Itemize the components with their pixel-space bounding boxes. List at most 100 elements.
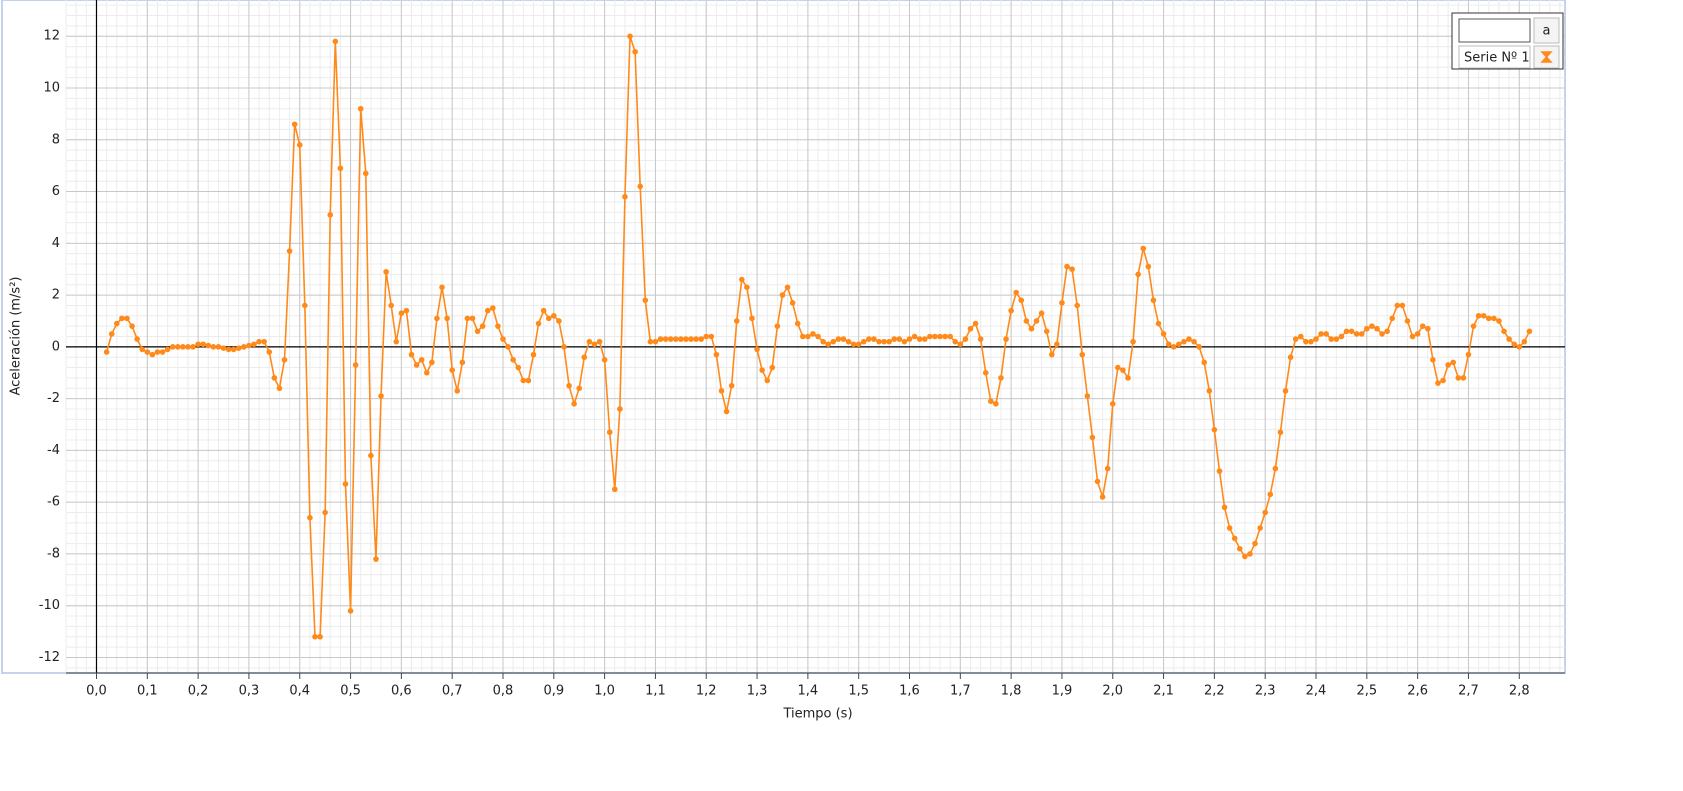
data-point <box>556 318 562 324</box>
data-point <box>1216 468 1223 474</box>
data-point <box>1028 325 1035 332</box>
data-point <box>977 336 984 342</box>
data-point <box>1313 336 1319 342</box>
data-point <box>1018 297 1025 304</box>
data-point <box>591 341 598 348</box>
data-point <box>1109 401 1116 407</box>
data-point <box>1150 297 1157 304</box>
data-point <box>1267 491 1274 498</box>
legend-input[interactable] <box>1458 18 1531 43</box>
data-point <box>1358 331 1365 337</box>
data-point <box>1455 375 1462 381</box>
data-point <box>1318 331 1324 337</box>
data-point <box>911 333 918 340</box>
data-point <box>1140 245 1147 252</box>
data-point <box>159 349 166 355</box>
tick-labels: 0,0 0,1 0,2 0,3 0,4 0,5 0,6 0,7 0,8 0,9 1,0 1,1 1,2 1… <box>39 29 1530 699</box>
x-tick-label: 1,7 <box>950 684 971 699</box>
data-point <box>210 344 217 350</box>
data-point <box>230 346 237 353</box>
legend-button[interactable] <box>1533 17 1560 44</box>
data-point <box>1104 465 1111 472</box>
data-point <box>418 356 425 363</box>
x-tick-label: 0,0 <box>86 684 107 699</box>
data-point <box>1120 367 1126 373</box>
data-point <box>739 276 745 283</box>
data-point <box>683 336 689 342</box>
data-point <box>1074 302 1080 309</box>
data-point <box>988 398 994 405</box>
data-point <box>413 362 420 368</box>
data-point <box>525 377 532 384</box>
y-tick-label: -2 <box>47 391 60 406</box>
data-point <box>464 315 471 322</box>
data-point <box>368 452 374 459</box>
data-point <box>154 349 161 355</box>
data-point <box>241 344 247 350</box>
data-point <box>296 142 303 148</box>
data-point <box>276 385 283 392</box>
data-point <box>393 338 400 345</box>
data-point <box>520 377 527 384</box>
data-point <box>1511 341 1517 348</box>
x-tick-label: 2,5 <box>1356 684 1377 699</box>
data-point <box>352 362 359 368</box>
data-point <box>1059 300 1065 306</box>
data-point <box>1008 307 1014 314</box>
data-point <box>906 336 913 342</box>
x-tick-label: 2,2 <box>1204 684 1225 699</box>
data-point <box>337 165 344 172</box>
x-tick-label: 2,3 <box>1255 684 1276 699</box>
data-point <box>1440 377 1446 384</box>
data-point <box>723 408 730 415</box>
data-point <box>1303 338 1309 345</box>
data-point <box>459 359 466 366</box>
data-point <box>881 338 887 345</box>
data-point <box>891 336 898 342</box>
data-point <box>495 323 501 329</box>
data-point <box>860 338 867 345</box>
data-point <box>454 388 461 394</box>
data-point <box>764 377 771 384</box>
x-tick-label: 1,4 <box>798 684 819 699</box>
legend-button-label[interactable]: a <box>1543 24 1551 39</box>
data-point <box>662 336 669 342</box>
data-point <box>805 333 811 340</box>
data-point <box>500 336 506 342</box>
axes <box>66 0 1565 679</box>
data-point <box>1165 341 1172 348</box>
data-point <box>378 393 384 399</box>
data-point <box>927 333 933 340</box>
data-point <box>799 333 806 340</box>
data-point <box>637 183 643 190</box>
data-point <box>1460 375 1467 381</box>
data-point <box>810 331 816 337</box>
data-point <box>1364 325 1370 332</box>
data-point <box>1186 336 1192 342</box>
data-point <box>1236 545 1243 552</box>
y-tick-label: -8 <box>47 546 60 561</box>
data-point <box>1170 344 1177 350</box>
data-point <box>185 344 191 350</box>
y-axis-label: Aceleración (m/s²) <box>9 277 24 396</box>
data-point <box>901 338 908 345</box>
x-tick-label: 2,6 <box>1407 684 1428 699</box>
data-point <box>611 486 618 493</box>
data-point <box>784 284 791 291</box>
data-point <box>195 341 201 348</box>
data-point <box>1135 271 1141 278</box>
x-tick-label: 0,8 <box>493 684 514 699</box>
x-tick-label: 0,3 <box>239 684 260 699</box>
x-tick-label: 0,9 <box>543 684 564 699</box>
data-point <box>1054 341 1060 348</box>
data-point <box>774 323 781 329</box>
data-point <box>317 633 323 640</box>
data-point <box>866 336 872 342</box>
data-point <box>1491 315 1497 322</box>
data-point <box>200 341 206 348</box>
data-point <box>1287 354 1294 361</box>
data-point <box>728 382 735 389</box>
data-point <box>1374 325 1380 332</box>
data-point <box>114 320 120 327</box>
data-point <box>652 338 659 345</box>
